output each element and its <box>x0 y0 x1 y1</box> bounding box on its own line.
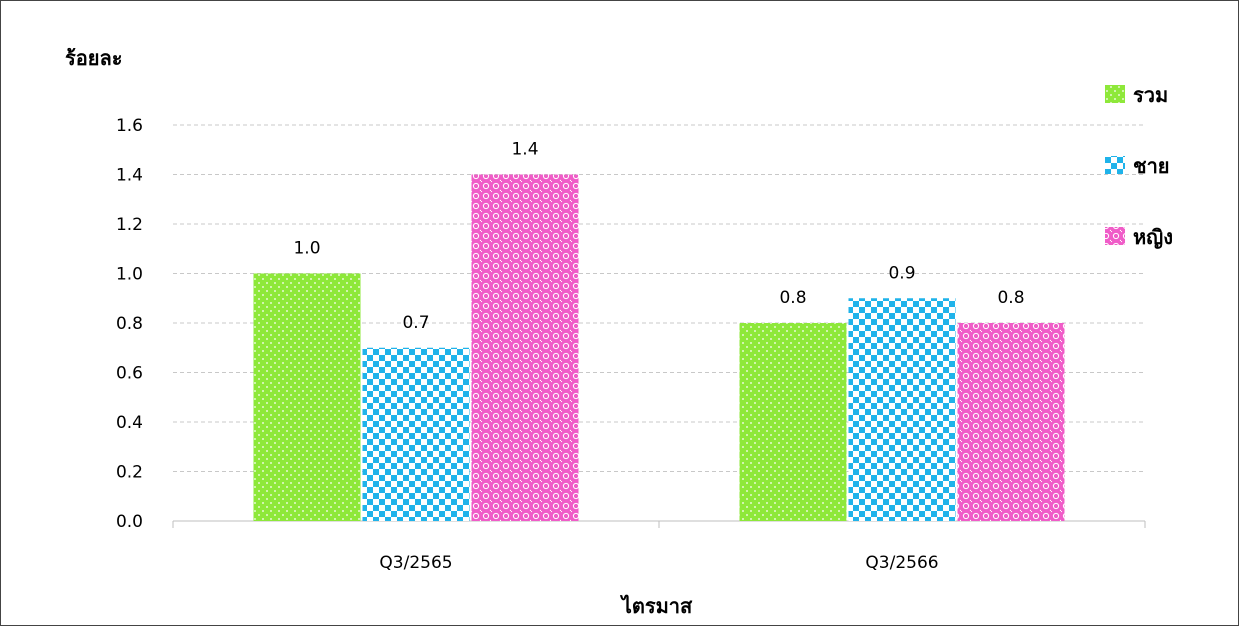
data-label: 1.4 <box>511 140 538 160</box>
y-tick-label: 0.6 <box>116 364 143 384</box>
data-label: 1.0 <box>293 239 320 259</box>
legend-swatch <box>1105 227 1125 245</box>
y-axis-title: ร้อยละ <box>65 46 122 70</box>
data-label: 0.8 <box>779 288 806 308</box>
bar-2-series-1 <box>739 323 847 521</box>
x-axis-title: ไตรมาส <box>620 594 693 618</box>
data-label: 0.9 <box>888 263 915 283</box>
bar-2-series-2 <box>848 298 956 521</box>
y-tick-label: 0.2 <box>116 463 143 483</box>
y-tick-label: 1.0 <box>116 265 143 285</box>
y-tick-label: 0.0 <box>116 512 143 532</box>
legend-swatch <box>1105 85 1125 103</box>
data-label: 0.8 <box>997 288 1024 308</box>
y-tick-label: 1.4 <box>116 166 143 186</box>
legend-label: รวม <box>1133 83 1168 107</box>
y-tick-label: 0.8 <box>116 314 143 334</box>
data-label: 0.7 <box>402 313 429 333</box>
bar-1-series-2 <box>362 347 470 521</box>
x-tick-label: Q3/2566 <box>865 553 938 573</box>
bar-1-series-3 <box>471 174 579 521</box>
bar-2-series-3 <box>957 323 1065 521</box>
y-tick-label: 1.6 <box>116 116 143 136</box>
bar-1-series-1 <box>253 273 361 521</box>
y-tick-label: 0.4 <box>116 413 143 433</box>
x-tick-label: Q3/2565 <box>379 553 452 573</box>
legend-swatch <box>1105 156 1125 174</box>
legend-label: หญิง <box>1133 225 1173 249</box>
legend-label: ชาย <box>1133 154 1170 178</box>
y-tick-label: 1.2 <box>116 215 143 235</box>
